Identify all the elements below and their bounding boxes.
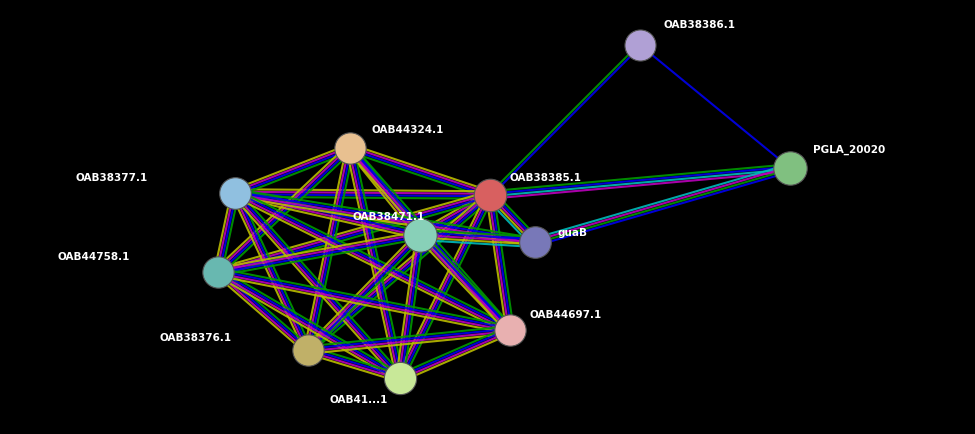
Point — [392, 375, 408, 381]
Point — [412, 231, 428, 238]
Point — [483, 191, 498, 198]
Point — [632, 42, 647, 49]
Text: OAB44697.1: OAB44697.1 — [530, 310, 603, 320]
Point — [211, 269, 226, 276]
Text: guaB: guaB — [558, 228, 588, 238]
Point — [502, 326, 518, 333]
Text: OAB44758.1: OAB44758.1 — [58, 252, 130, 262]
Point — [300, 346, 316, 353]
Text: OAB38471.1: OAB38471.1 — [353, 212, 425, 222]
Text: OAB38377.1: OAB38377.1 — [76, 173, 148, 183]
Point — [342, 145, 358, 151]
Point — [527, 239, 543, 246]
Text: OAB38376.1: OAB38376.1 — [160, 333, 232, 343]
Text: OAB41...1: OAB41...1 — [330, 395, 388, 405]
Text: PGLA_20020: PGLA_20020 — [813, 145, 885, 155]
Text: OAB44324.1: OAB44324.1 — [372, 125, 445, 135]
Text: OAB38386.1: OAB38386.1 — [663, 20, 735, 30]
Point — [227, 190, 243, 197]
Point — [782, 164, 798, 171]
Text: OAB38385.1: OAB38385.1 — [510, 173, 582, 183]
